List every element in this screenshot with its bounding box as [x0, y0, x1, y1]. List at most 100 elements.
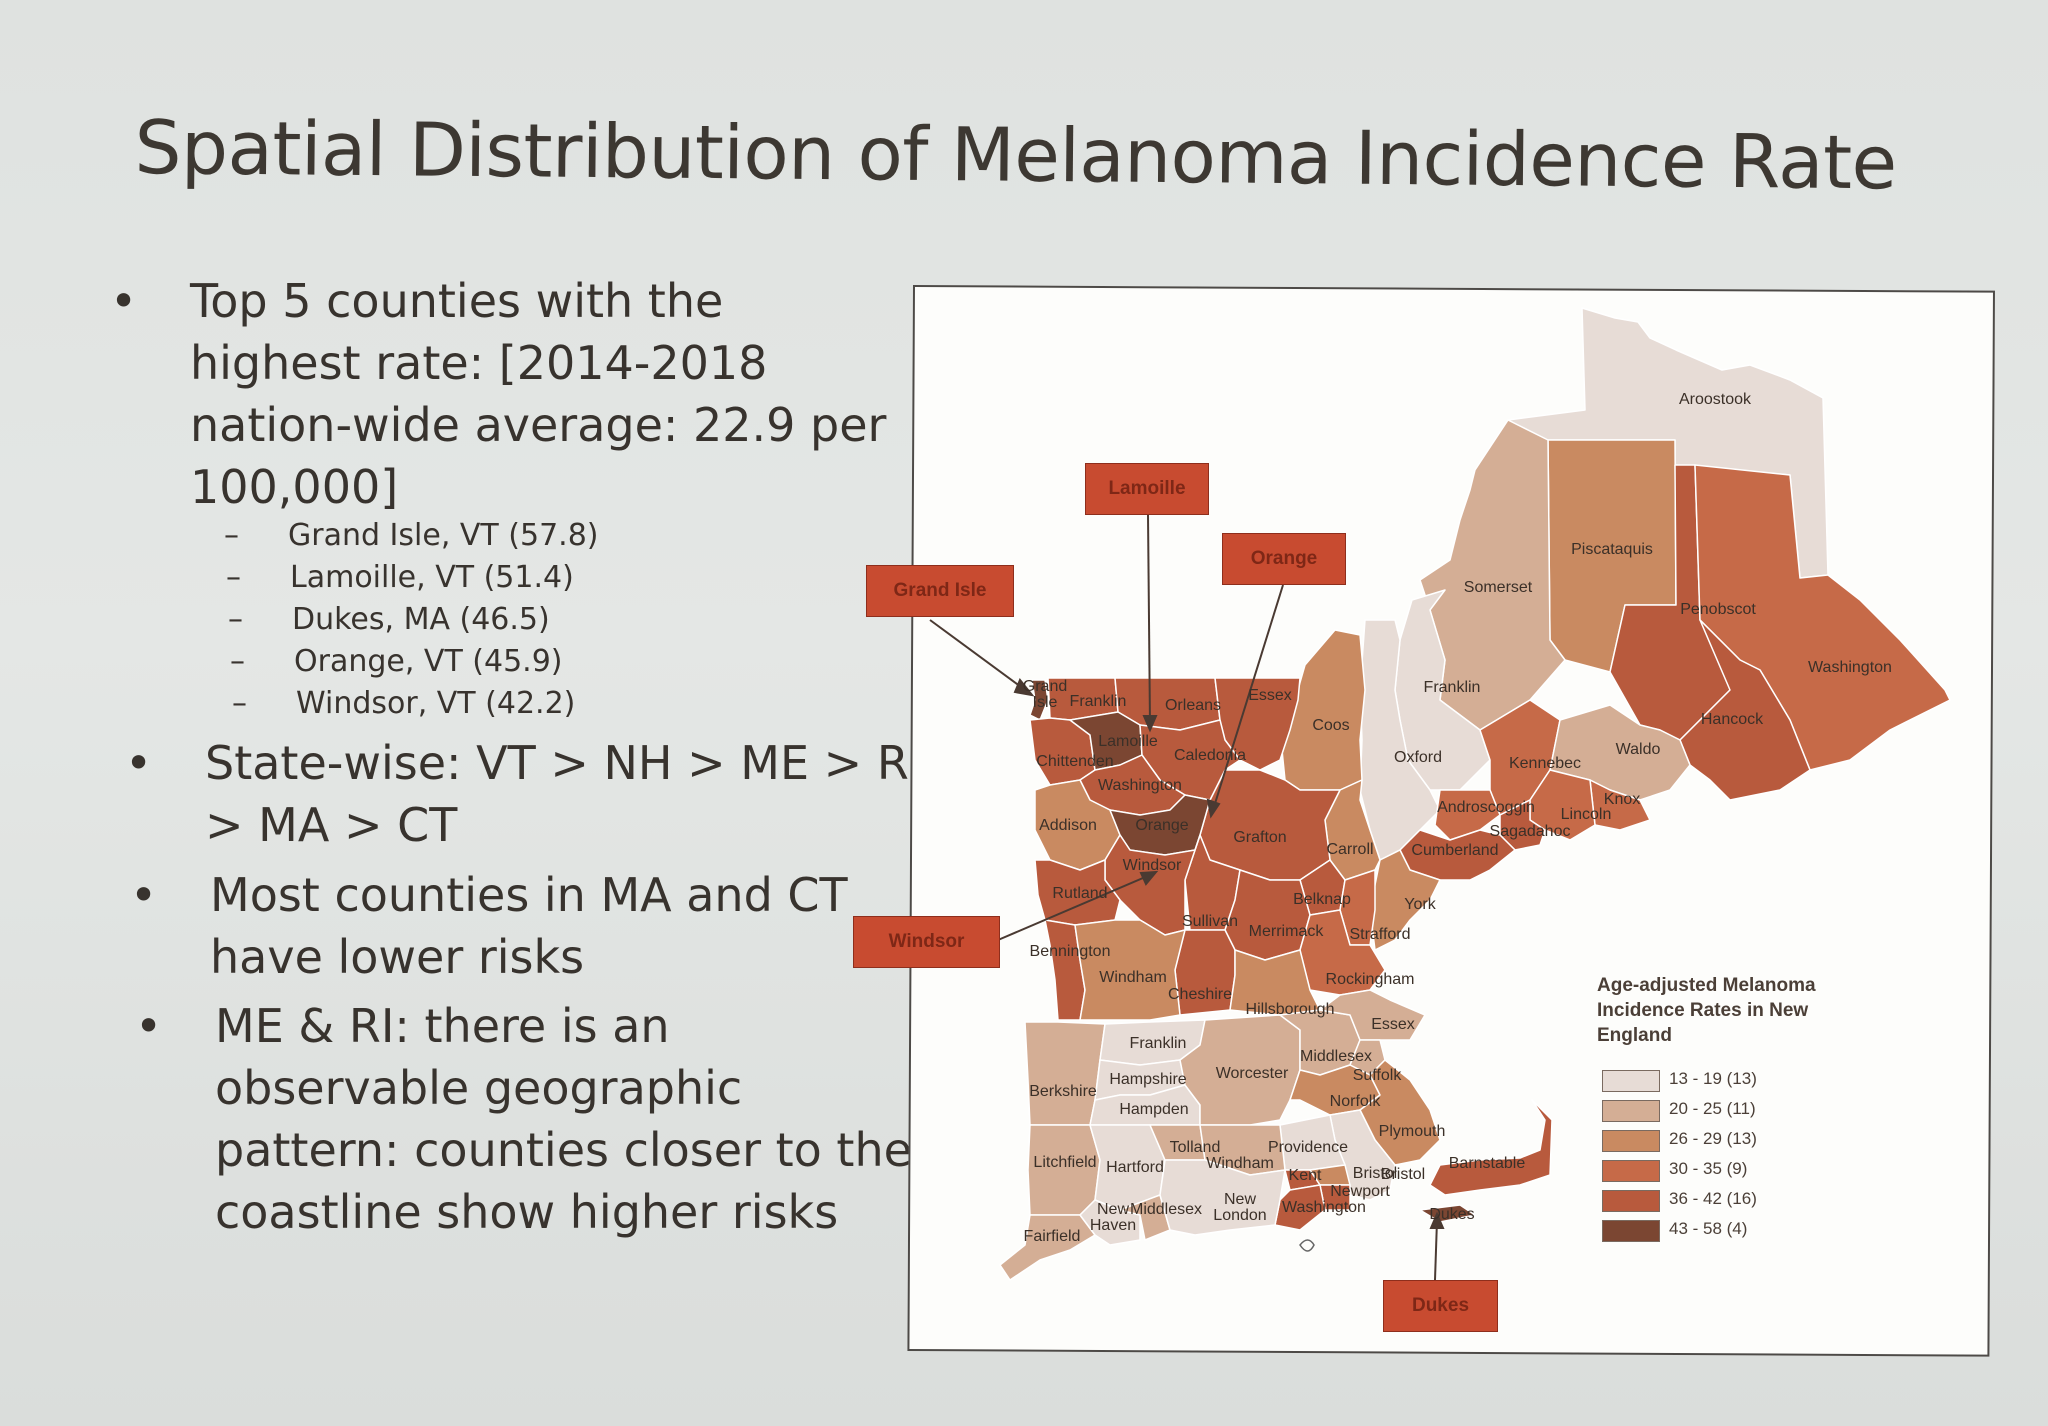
county-label-essex-vt: Essex: [1248, 687, 1292, 704]
county-label-addison: Addison: [1039, 817, 1097, 834]
legend-label: 13 - 19 (13): [1669, 1069, 1757, 1088]
legend-item: 26 - 29 (13): [1597, 1126, 1897, 1156]
legend-swatch: [1602, 1100, 1660, 1122]
county-label-middlesex-ct: Middlesex: [1129, 1201, 1203, 1218]
county-label-suffolk: Suffolk: [1352, 1067, 1402, 1084]
county-label-newport: Newport: [1330, 1183, 1390, 1200]
bullet-line: nation-wide average: 22.9 per: [190, 398, 887, 452]
county-label-franklin-ma: Franklin: [1129, 1035, 1187, 1052]
county-label-bennington: Bennington: [1029, 943, 1111, 960]
bullet-line: have lower risks: [210, 930, 585, 984]
legend-title: Age-adjusted Melanoma Incidence Rates in…: [1597, 975, 1816, 1046]
map-legend: Age-adjusted Melanoma Incidence Rates in…: [1597, 973, 1897, 1246]
county-label-barnstable: Barnstable: [1448, 1155, 1526, 1172]
windsor-arrow: [997, 874, 1151, 941]
bullet-line: > MA > CT: [205, 798, 458, 852]
county-label-plymouth: Plymouth: [1378, 1123, 1446, 1140]
county-windham-vt: [1074, 919, 1186, 1021]
bullet-dot: •: [110, 274, 138, 328]
county-new-london: [1159, 1159, 1286, 1236]
county-label-penobscot: Penobscot: [1680, 601, 1756, 618]
legend-label: 43 - 58 (4): [1669, 1219, 1748, 1238]
sub-item-orange: – Orange, VT (45.9): [230, 644, 563, 679]
legend-swatch: [1602, 1190, 1660, 1212]
county-label-franklin-me: Franklin: [1423, 679, 1481, 696]
legend-swatch: [1602, 1070, 1660, 1092]
bullet-ma-ct: • Most counties in MA and CT have lower …: [130, 864, 930, 988]
county-label-hancock: Hancock: [1700, 711, 1764, 728]
county-fairfield: [999, 1214, 1096, 1281]
county-label-lamoille-lbl: Lamoille: [1098, 733, 1158, 750]
legend-item: 30 - 35 (9): [1597, 1156, 1897, 1186]
bullet-line: coastline show higher risks: [215, 1185, 839, 1239]
legend-item: 13 - 19 (13): [1597, 1066, 1897, 1096]
county-label-orleans: Orleans: [1164, 697, 1222, 714]
legend-swatch: [1602, 1220, 1660, 1242]
county-label-rockingham: Rockingham: [1325, 971, 1415, 988]
bullet-line: 100,000]: [190, 460, 399, 514]
arrow-head: [1206, 798, 1221, 819]
county-label-kent: Kent: [1288, 1167, 1322, 1184]
callout-orange: Orange: [1222, 533, 1346, 585]
county-label-washington-vt: Washington: [1098, 777, 1182, 794]
county-label-cheshire: Cheshire: [1167, 986, 1233, 1003]
county-label-hampden: Hampden: [1119, 1101, 1189, 1118]
county-label-hartford: Hartford: [1106, 1159, 1164, 1176]
county-label-sullivan: Sullivan: [1181, 913, 1239, 930]
county-label-franklin-vt: Franklin: [1069, 693, 1127, 710]
bullet-line: Most counties in MA and CT: [210, 868, 848, 922]
county-hancock: [1679, 619, 1811, 801]
county-label-dukes-lbl: Dukes: [1429, 1206, 1475, 1223]
county-label-bristol-ri: Bristol: [1352, 1165, 1398, 1182]
county-label-york: York: [1404, 896, 1436, 913]
bullet-state-wise: • State-wise: VT > NH > ME > RI > MA > C…: [125, 732, 925, 856]
county-essex-ma: [1319, 989, 1426, 1041]
county-label-kennebec: Kennebec: [1508, 755, 1582, 772]
county-label-windsor-lbl: Windsor: [1122, 857, 1182, 874]
bullet-line: State-wise: VT > NH > ME > RI: [205, 736, 923, 790]
county-label-washington-ri: Washington: [1282, 1199, 1366, 1216]
county-rockingham: [1299, 909, 1386, 996]
legend-items: 13 - 19 (13) 20 - 25 (11) 26 - 29 (13) 30 -…: [1597, 1066, 1897, 1246]
county-label-berkshire: Berkshire: [1029, 1083, 1097, 1100]
legend-swatch: [1602, 1130, 1660, 1152]
callout-grand-isle: Grand Isle: [866, 565, 1014, 617]
arrow-head: [1013, 678, 1035, 697]
county-label-chittenden: Chittenden: [1036, 753, 1114, 770]
callout-windsor: Windsor: [853, 916, 1000, 968]
county-label-cumberland: Cumberland: [1411, 842, 1499, 859]
orange-arrow: [1212, 584, 1284, 811]
county-label-windham-ct: Windham: [1206, 1155, 1274, 1172]
legend-label: 30 - 35 (9): [1669, 1159, 1748, 1178]
sub-item-dukes: – Dukes, MA (46.5): [228, 602, 550, 637]
county-label-carroll: Carroll: [1326, 841, 1374, 858]
county-label-androscoggin: Androscoggin: [1437, 799, 1535, 816]
county-label-grand-isle-lbl: Grand Isle: [1022, 678, 1068, 711]
county-androscoggin: [1434, 789, 1501, 841]
county-label-new-haven: New Haven: [1089, 1201, 1137, 1234]
county-label-grafton: Grafton: [1233, 829, 1287, 846]
county-label-piscataquis: Piscataquis: [1571, 541, 1653, 558]
county-label-tolland: Tolland: [1169, 1139, 1221, 1156]
legend-label: 26 - 29 (13): [1669, 1129, 1757, 1148]
county-label-somerset: Somerset: [1463, 579, 1533, 596]
county-label-caledonia: Caledonia: [1173, 747, 1247, 764]
county-label-worcester: Worcester: [1215, 1065, 1289, 1082]
bullet-me-ri: • ME & RI: there is an observable geogra…: [135, 995, 975, 1243]
sub-item-lamoille: – Lamoille, VT (51.4): [226, 560, 574, 595]
county-label-waldo: Waldo: [1615, 741, 1661, 758]
county-label-washington-me: Washington: [1808, 659, 1892, 676]
legend-label: 36 - 42 (16): [1669, 1189, 1757, 1208]
sub-item-grand-isle: – Grand Isle, VT (57.8): [224, 518, 599, 553]
bullet-line: ME & RI: there is an: [215, 999, 670, 1053]
county-label-belknap: Belknap: [1293, 891, 1351, 908]
lamoille-arrow: [1147, 514, 1151, 726]
callout-dukes: Dukes: [1383, 1280, 1498, 1332]
county-label-fairfield: Fairfield: [1023, 1228, 1081, 1245]
county-label-knox: Knox: [1603, 791, 1641, 808]
county-label-middlesex-ma: Middlesex: [1299, 1048, 1373, 1065]
dukes-arrow: [1434, 1219, 1438, 1281]
legend-item: 36 - 42 (16): [1597, 1186, 1897, 1216]
county-label-bristol-ma: Bristol: [1380, 1166, 1426, 1183]
